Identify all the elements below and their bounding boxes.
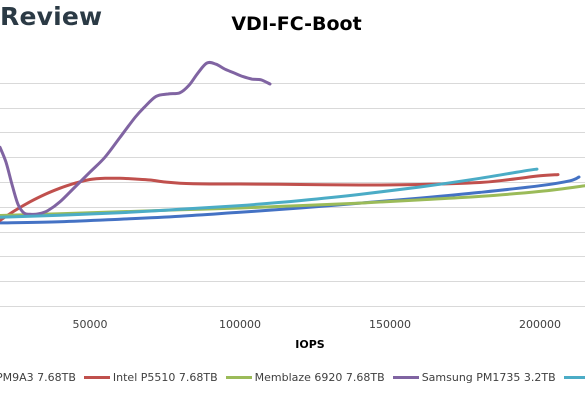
chart-legend: PM9A3 7.68TB Intel P5510 7.68TB Memblaze 6… xyxy=(0,371,585,384)
legend-label: Samsung PM1735 3.2TB xyxy=(421,371,556,384)
legend-swatch xyxy=(225,376,252,379)
legend-label: PM9A3 7.68TB xyxy=(0,371,76,384)
chart-title: VDI-FC-Boot xyxy=(231,13,362,35)
x-tick-label: 150000 xyxy=(369,318,411,331)
x-axis-ticks: 50000 100000 150000 200000 xyxy=(73,318,562,331)
legend-swatch xyxy=(392,376,419,379)
x-tick-label: 50000 xyxy=(73,318,108,331)
brand-logo-text: Review xyxy=(0,2,103,31)
legend-swatch xyxy=(563,376,585,379)
legend-label: Memblaze 6920 7.68TB xyxy=(254,371,385,384)
legend-item: Memblaze 6920 7.68TB xyxy=(224,371,385,384)
legend-item: Intel P5510 7.68TB xyxy=(82,371,218,384)
legend-swatch xyxy=(83,376,110,379)
series-line-3 xyxy=(0,60,272,216)
x-axis-title: IOPS xyxy=(295,338,325,351)
x-tick-label: 100000 xyxy=(219,318,261,331)
chart-series xyxy=(0,60,585,225)
legend-item: Ki xyxy=(562,371,585,384)
series-line-4 xyxy=(0,167,539,219)
legend-label: Intel P5510 7.68TB xyxy=(112,371,218,384)
legend-item: Samsung PM1735 3.2TB xyxy=(391,371,556,384)
x-tick-label: 200000 xyxy=(519,318,561,331)
legend-item: PM9A3 7.68TB xyxy=(0,371,76,384)
